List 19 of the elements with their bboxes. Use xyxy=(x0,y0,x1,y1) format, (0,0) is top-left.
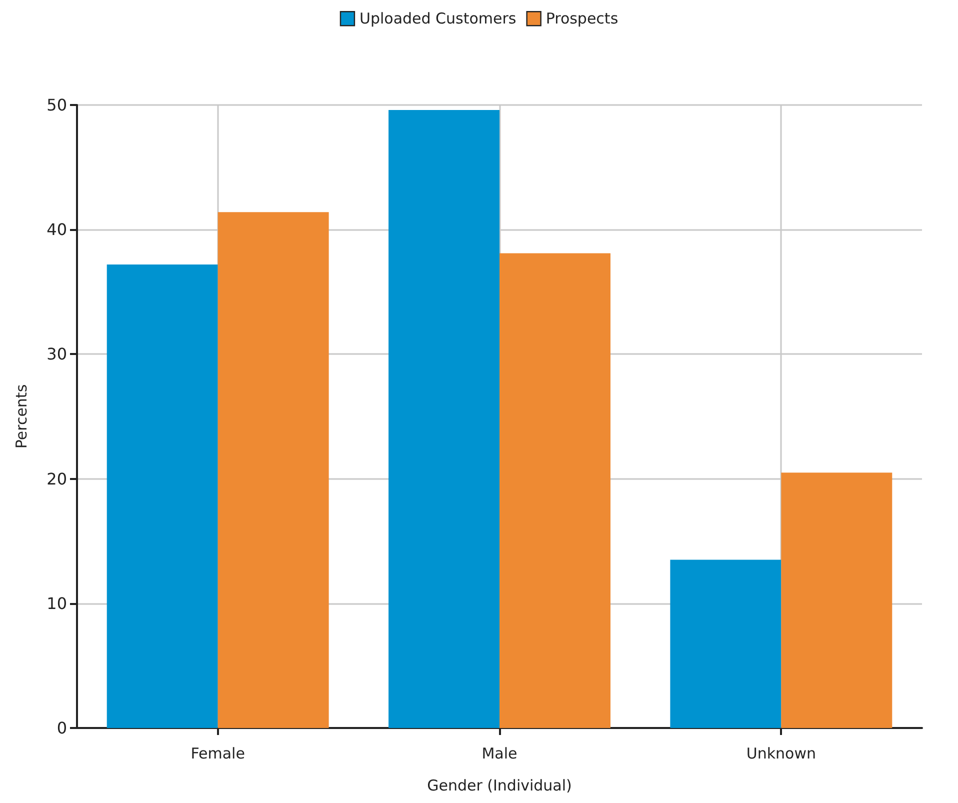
bar xyxy=(106,264,218,728)
x-tick-label: Male xyxy=(482,744,518,762)
y-tick-label: 30 xyxy=(46,344,67,364)
x-axis-title: Gender (Individual) xyxy=(427,776,572,794)
legend-label: Uploaded Customers xyxy=(359,10,516,28)
bar xyxy=(781,472,892,728)
legend-label: Prospects xyxy=(546,10,618,28)
y-tick-label: 50 xyxy=(46,96,67,114)
bar xyxy=(218,212,329,728)
x-tick-label: Unknown xyxy=(746,744,816,762)
bar xyxy=(388,110,500,728)
y-tick-label: 10 xyxy=(46,594,67,613)
bar xyxy=(500,253,610,728)
y-tick-label: 40 xyxy=(46,220,67,240)
y-axis-title: Percents xyxy=(12,384,30,449)
y-tick-label: 20 xyxy=(46,469,67,488)
y-tick-label: 0 xyxy=(56,718,67,738)
bar xyxy=(670,560,782,728)
x-tick-label: Female xyxy=(190,744,245,762)
